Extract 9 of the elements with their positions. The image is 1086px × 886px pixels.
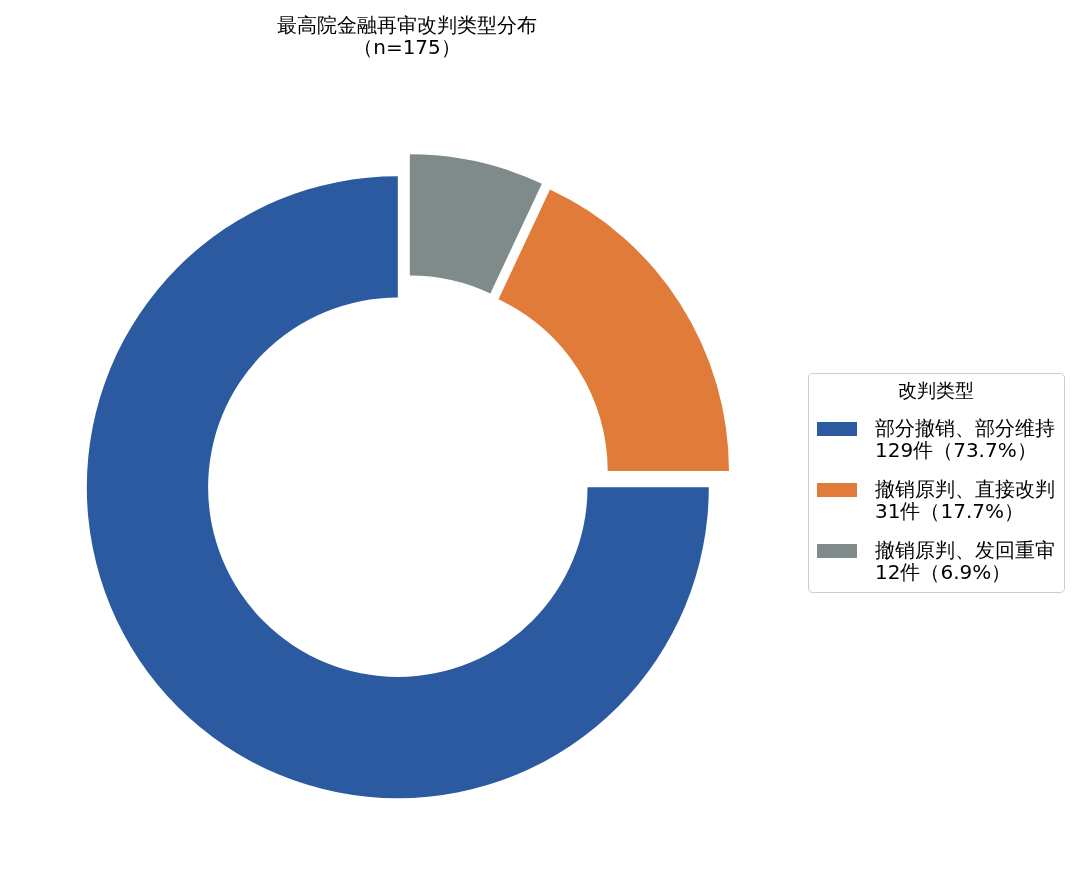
- legend-label: 撤销原判、发回重审: [875, 538, 1055, 562]
- data-label: 31件（17.7%）: [875, 499, 1024, 523]
- chart-title: 最高院金融再审改判类型分布: [277, 13, 537, 37]
- legend-title: 改判类型: [898, 379, 974, 401]
- data-label: 12件（6.9%）: [875, 560, 1012, 584]
- chart-subtitle: （n=175）: [353, 35, 461, 59]
- legend-label: 部分撤销、部分维持: [875, 416, 1055, 440]
- data-label: 129件（73.7%）: [875, 438, 1037, 462]
- legend-label: 撤销原判、直接改判: [875, 477, 1055, 501]
